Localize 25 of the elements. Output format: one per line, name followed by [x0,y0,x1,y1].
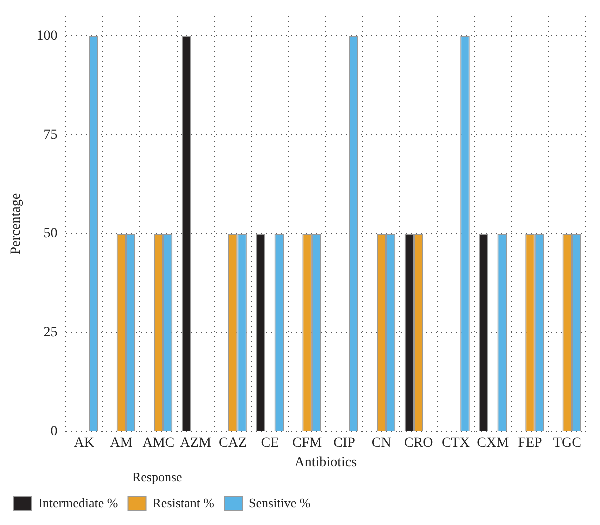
legend-title: Response [132,469,183,484]
x-tick-label: AZM [180,436,212,451]
legend-label: Sensitive % [249,495,311,510]
x-tick-label: CAZ [219,436,248,451]
x-tick-label: FEP [518,436,543,451]
x-tick-label: CN [372,436,392,451]
y-axis-title: Percentage [9,193,24,255]
legend-label: Resistant % [152,495,215,510]
y-tick-label: 25 [44,326,58,341]
x-tick-label: CXM [477,436,510,451]
x-tick-label: CE [261,436,280,451]
y-tick-label: 0 [50,424,58,440]
x-axis-title: Antibiotics [294,456,358,471]
y-tick-label: 100 [36,28,58,44]
legend-label: Intermediate % [38,495,118,510]
x-tick-label: TGC [553,436,582,451]
y-tick-label: 75 [44,128,58,143]
y-tick-label: 50 [44,226,58,242]
x-tick-label: CRO [404,436,434,451]
x-tick-label: AMC [142,436,175,451]
x-tick-label: CFM [292,436,323,451]
x-tick-label: AK [74,436,94,451]
x-tick-label: CIP [334,436,356,451]
x-tick-label: CTX [442,436,470,451]
x-tick-label: AM [110,436,134,451]
